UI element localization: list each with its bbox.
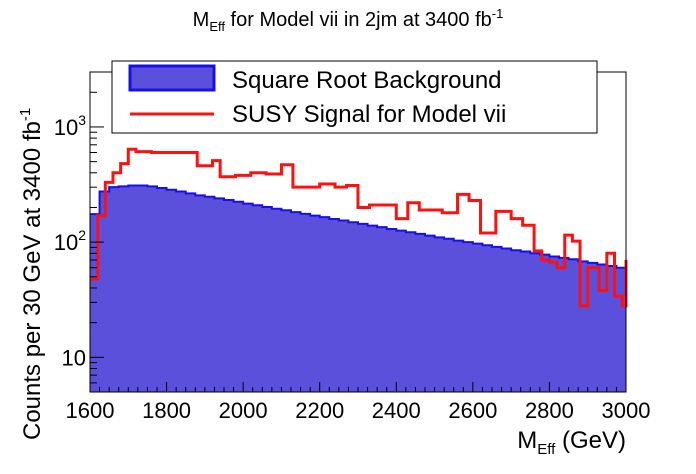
- y-tick-label: 103: [54, 112, 86, 140]
- background-bar: [252, 205, 263, 392]
- background-bar: [157, 188, 167, 392]
- background-bar: [310, 215, 321, 392]
- background-bar: [233, 201, 244, 392]
- background-bar: [338, 220, 349, 392]
- background-outline: [90, 184, 626, 269]
- x-tick-label: 2000: [219, 398, 268, 423]
- x-tick-label: 2800: [525, 398, 574, 423]
- x-tick-label: 3000: [602, 398, 651, 423]
- legend-label-background: Square Root Background: [232, 67, 502, 94]
- background-bar: [587, 262, 598, 392]
- background-bar: [616, 267, 627, 392]
- background-bar: [539, 254, 550, 392]
- background-bar: [405, 232, 416, 392]
- background-bar: [109, 187, 120, 392]
- background-bar: [472, 243, 483, 392]
- background-bar: [128, 185, 139, 392]
- background-bar: [118, 186, 129, 392]
- plot-area: [90, 147, 628, 392]
- background-bar: [568, 259, 579, 392]
- background-bar: [166, 189, 177, 392]
- x-tick-label: 2200: [295, 398, 344, 423]
- background-bar: [137, 185, 148, 392]
- background-bar: [90, 214, 100, 392]
- x-tick-label: 1600: [66, 398, 115, 423]
- y-tick-label: 10: [62, 345, 86, 370]
- background-bar: [367, 225, 378, 392]
- x-tick-label: 2400: [372, 398, 421, 423]
- background-bar: [329, 218, 340, 392]
- background-bar: [262, 206, 273, 392]
- background-bar: [425, 235, 435, 392]
- legend-swatch-background: [128, 64, 216, 92]
- background-bar: [415, 233, 426, 392]
- chart-title: MEff for Model vii in 2jm at 3400 fb-1: [193, 6, 504, 34]
- background-bar: [358, 223, 368, 392]
- background-bar: [482, 245, 493, 392]
- background-bar: [386, 229, 397, 392]
- background-bar: [578, 261, 589, 392]
- x-axis-label: MEff (GeV): [517, 427, 626, 458]
- background-bar: [185, 193, 196, 392]
- y-axis: 10 102 103: [54, 71, 104, 393]
- background-bar: [453, 240, 464, 392]
- background-bar: [291, 212, 301, 392]
- background-bar: [243, 203, 254, 392]
- background-bar: [597, 264, 608, 392]
- background-bar: [511, 250, 522, 392]
- background-bar: [195, 195, 206, 392]
- background-bar: [530, 253, 541, 392]
- background-bar: [444, 238, 455, 392]
- background-bar: [492, 246, 502, 392]
- background-bar: [176, 191, 187, 392]
- x-tick-label: 2600: [448, 398, 497, 423]
- background-bar: [147, 186, 158, 392]
- background-bar: [463, 242, 474, 392]
- background-bar: [204, 196, 215, 392]
- background-bar: [99, 191, 110, 392]
- y-tick-label: 102: [54, 227, 86, 255]
- x-tick-label: 1800: [142, 398, 191, 423]
- background-bar: [606, 266, 617, 392]
- background-bar: [434, 237, 445, 392]
- background-bar: [319, 217, 330, 392]
- background-bar: [520, 251, 531, 392]
- signal-line: [90, 147, 628, 308]
- background-bar: [549, 256, 560, 392]
- legend-label-signal: SUSY Signal for Model vii: [232, 101, 506, 128]
- background-bar: [281, 210, 292, 392]
- background-bar: [271, 208, 282, 392]
- background-bar: [348, 222, 359, 392]
- background-bar: [501, 248, 512, 392]
- x-axis: 1600 1800 2000 2200 2400 2600 2800 3000: [66, 382, 651, 423]
- background-bar: [214, 198, 225, 392]
- background-bar: [224, 200, 234, 392]
- y-axis-label: Counts per 30 GeV at 3400 fb-1: [17, 108, 46, 440]
- background-bar: [300, 213, 311, 392]
- background-bar: [559, 257, 569, 392]
- background-bar: [377, 227, 388, 392]
- background-bar: [396, 230, 407, 392]
- legend: Square Root Background SUSY Signal for M…: [111, 60, 598, 134]
